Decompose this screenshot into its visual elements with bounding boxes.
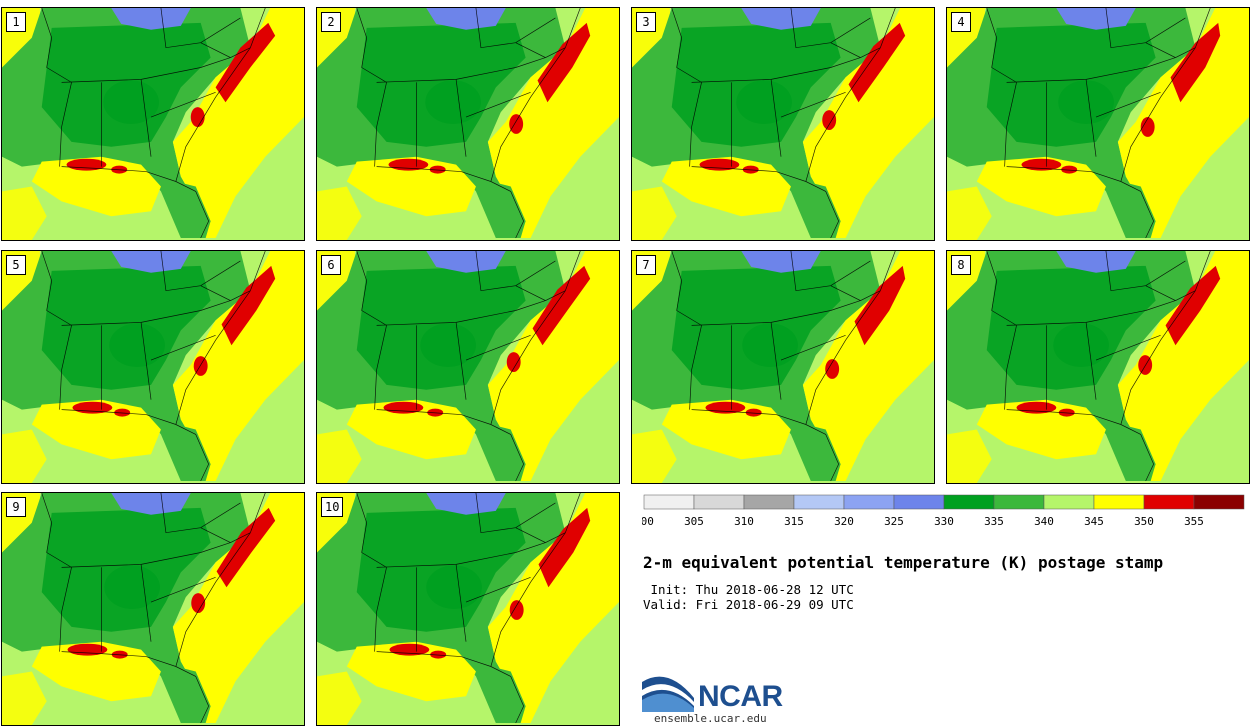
member-label: 5 <box>6 255 26 275</box>
colorbar-bin <box>793 494 845 510</box>
colorbar-tick-label: 355 <box>1184 515 1204 528</box>
valid-time: Valid: Fri 2018-06-29 09 UTC <box>643 597 854 612</box>
figure-title: 2-m equivalent potential temperature (K)… <box>643 553 1164 572</box>
member-label: 6 <box>321 255 341 275</box>
member-label: 9 <box>6 497 26 517</box>
postage-stamp-map: 4 <box>946 7 1250 241</box>
colorbar-tick-label: 325 <box>884 515 904 528</box>
member-label: 4 <box>951 12 971 32</box>
colorbar-bin <box>843 494 895 510</box>
member-label: 7 <box>636 255 656 275</box>
colorbar-tick-label: 345 <box>1084 515 1104 528</box>
colorbar: 300 305 310 315 320 325 330 335 340 345 350 355 <box>642 494 1245 528</box>
member-label: 10 <box>321 497 344 517</box>
member-label: 2 <box>321 12 341 32</box>
postage-stamp-map: 8 <box>946 250 1250 484</box>
colorbar-bin <box>693 494 745 510</box>
colorbar-bin <box>893 494 945 510</box>
colorbar-bin <box>1193 494 1245 510</box>
postage-stamp-map: 2 <box>316 7 620 241</box>
colorbar-tick-label: 315 <box>784 515 804 528</box>
member-label: 8 <box>951 255 971 275</box>
colorbar-bin <box>993 494 1045 510</box>
colorbar-bin <box>943 494 995 510</box>
init-time: Init: Thu 2018-06-28 12 UTC <box>643 582 854 597</box>
ncar-logo: NCAR ensemble.ucar.edu <box>642 672 802 726</box>
colorbar-tick-label: 335 <box>984 515 1004 528</box>
ncar-swoosh-icon <box>642 676 694 712</box>
colorbar-tick-label: 305 <box>684 515 704 528</box>
colorbar-tick-label: 350 <box>1134 515 1154 528</box>
colorbar-tick-label: 300 <box>642 515 654 528</box>
postage-stamp-map: 10 <box>316 492 620 726</box>
colorbar-tick-label: 340 <box>1034 515 1054 528</box>
postage-stamp-map: 7 <box>631 250 935 484</box>
colorbar-bin <box>1093 494 1145 510</box>
colorbar-tick-label: 330 <box>934 515 954 528</box>
colorbar-bin <box>1043 494 1095 510</box>
postage-stamp-map: 1 <box>1 7 305 241</box>
postage-stamp-map: 6 <box>316 250 620 484</box>
postage-stamp-map: 9 <box>1 492 305 726</box>
site-url: ensemble.ucar.edu <box>654 712 767 725</box>
postage-stamp-map: 3 <box>631 7 935 241</box>
colorbar-bin <box>643 494 695 510</box>
member-label: 3 <box>636 12 656 32</box>
logo-wordmark: NCAR <box>698 680 783 713</box>
colorbar-bin <box>1143 494 1195 510</box>
colorbar-bin <box>743 494 795 510</box>
member-label: 1 <box>6 12 26 32</box>
colorbar-tick-label: 320 <box>834 515 854 528</box>
colorbar-tick-label: 310 <box>734 515 754 528</box>
postage-stamp-map: 5 <box>1 250 305 484</box>
